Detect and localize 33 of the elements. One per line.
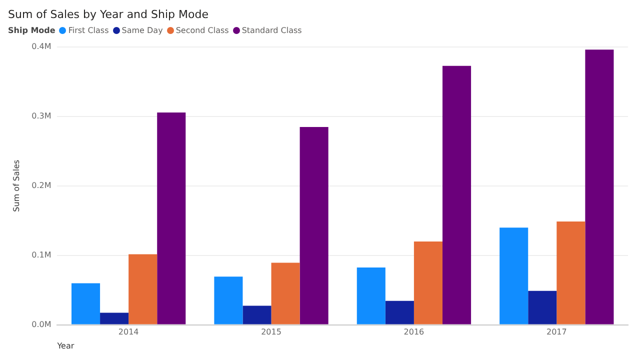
bar bbox=[71, 283, 100, 324]
bar bbox=[242, 306, 272, 324]
bar bbox=[385, 300, 414, 324]
bar bbox=[100, 312, 129, 324]
bar bbox=[414, 241, 442, 324]
x-tick-label: 2015 bbox=[261, 328, 282, 337]
x-tick-label: 2014 bbox=[118, 328, 139, 337]
bar bbox=[556, 222, 586, 324]
legend-title: Ship Mode bbox=[8, 26, 56, 34]
bar bbox=[442, 66, 472, 324]
legend-label: First Class bbox=[67, 26, 109, 34]
bar bbox=[356, 268, 386, 324]
bar bbox=[500, 228, 528, 324]
y-tick-label: 0.0M bbox=[32, 320, 52, 329]
y-tick-label: 0.4M bbox=[32, 42, 52, 51]
bar bbox=[585, 50, 614, 324]
y-tick-label: 0.2M bbox=[32, 180, 52, 190]
bar bbox=[214, 276, 243, 324]
legend-label: Same Day bbox=[120, 26, 163, 34]
x-tick-label: 2017 bbox=[546, 328, 567, 337]
bar bbox=[300, 127, 328, 324]
y-tick-label: 0.3M bbox=[32, 111, 52, 120]
bar bbox=[271, 262, 300, 324]
y-axis-title: Sum of Sales bbox=[12, 160, 21, 212]
x-tick-label: 2016 bbox=[404, 328, 424, 337]
legend-label: Standard Class bbox=[240, 26, 302, 34]
y-tick-label: 0.1M bbox=[32, 250, 52, 260]
legend-label: Second Class bbox=[174, 26, 229, 34]
bar bbox=[157, 112, 186, 324]
chart-title: Sum of Sales by Year and Ship Mode bbox=[8, 8, 210, 23]
bar bbox=[528, 290, 557, 324]
bar bbox=[128, 254, 158, 324]
x-axis-title: Year bbox=[56, 341, 75, 350]
